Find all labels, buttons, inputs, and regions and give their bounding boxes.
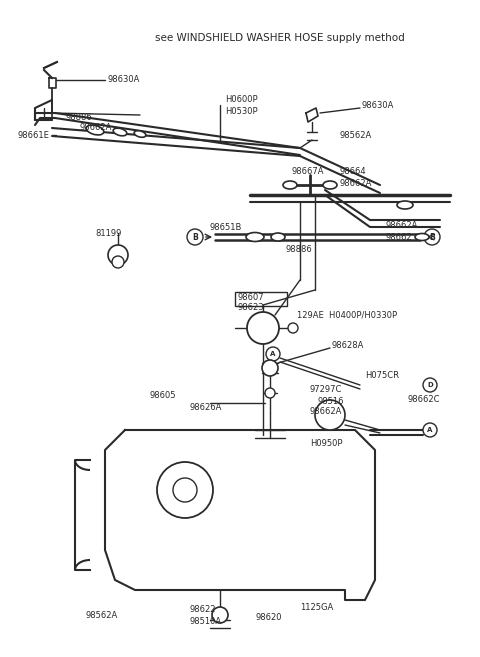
- Text: 98662A: 98662A: [385, 221, 418, 229]
- Circle shape: [423, 423, 437, 437]
- Circle shape: [108, 245, 128, 265]
- Text: 98662A: 98662A: [340, 179, 372, 187]
- Text: 98562A: 98562A: [85, 610, 117, 620]
- Text: 98661E: 98661E: [18, 131, 50, 139]
- Text: 98886: 98886: [285, 246, 312, 254]
- Circle shape: [157, 462, 213, 518]
- Text: 98626A: 98626A: [190, 403, 222, 413]
- Text: 98623: 98623: [237, 302, 264, 311]
- Text: H075CR: H075CR: [365, 371, 399, 380]
- Text: 98620: 98620: [255, 614, 281, 622]
- Text: A: A: [427, 427, 432, 433]
- Circle shape: [424, 229, 440, 245]
- Text: 98662A: 98662A: [80, 124, 112, 133]
- Ellipse shape: [86, 125, 104, 135]
- Text: A: A: [270, 351, 276, 357]
- Text: 98630A: 98630A: [362, 101, 395, 110]
- Polygon shape: [105, 430, 375, 600]
- Ellipse shape: [283, 181, 297, 189]
- Ellipse shape: [246, 233, 264, 242]
- Text: 98651B: 98651B: [210, 223, 242, 233]
- Bar: [235, 292, 287, 306]
- Text: 98622: 98622: [190, 606, 216, 614]
- Text: 1125GA: 1125GA: [300, 604, 333, 612]
- Text: 129AE  H0400P/H0330P: 129AE H0400P/H0330P: [297, 311, 397, 319]
- Text: H0950P: H0950P: [310, 438, 343, 447]
- Text: 98667A: 98667A: [292, 166, 324, 175]
- Text: 98662: 98662: [385, 233, 412, 242]
- Circle shape: [423, 378, 437, 392]
- Text: 98630A: 98630A: [107, 76, 139, 85]
- Circle shape: [173, 478, 197, 502]
- Ellipse shape: [113, 128, 127, 136]
- Circle shape: [265, 388, 275, 398]
- Ellipse shape: [397, 201, 413, 209]
- Circle shape: [187, 229, 203, 245]
- Text: H0600P: H0600P: [225, 95, 258, 104]
- Circle shape: [315, 400, 345, 430]
- Text: 98886: 98886: [65, 114, 92, 122]
- Circle shape: [262, 360, 278, 376]
- Ellipse shape: [323, 181, 337, 189]
- Text: B: B: [192, 233, 198, 242]
- Text: 98605: 98605: [150, 392, 177, 401]
- Text: H0530P: H0530P: [225, 108, 258, 116]
- Circle shape: [247, 312, 279, 344]
- Circle shape: [266, 347, 280, 361]
- Text: 98662A: 98662A: [310, 407, 342, 417]
- Circle shape: [288, 323, 298, 333]
- Ellipse shape: [271, 233, 285, 241]
- Text: see WINDSHIELD WASHER HOSE supply method: see WINDSHIELD WASHER HOSE supply method: [155, 33, 405, 43]
- Text: 81199: 81199: [95, 229, 121, 237]
- Text: 98664: 98664: [340, 166, 367, 175]
- Text: 98516: 98516: [318, 397, 345, 405]
- Text: 97297C: 97297C: [310, 386, 342, 394]
- Text: D: D: [427, 382, 433, 388]
- Text: B: B: [429, 233, 435, 242]
- Text: 98628A: 98628A: [332, 342, 364, 350]
- Text: 98562A: 98562A: [340, 131, 372, 141]
- Circle shape: [212, 607, 228, 623]
- Text: 98662C: 98662C: [408, 396, 441, 405]
- Ellipse shape: [415, 233, 429, 240]
- Ellipse shape: [134, 131, 146, 137]
- Text: 98510A: 98510A: [190, 618, 222, 627]
- Circle shape: [112, 256, 124, 268]
- Text: 98607: 98607: [237, 294, 264, 302]
